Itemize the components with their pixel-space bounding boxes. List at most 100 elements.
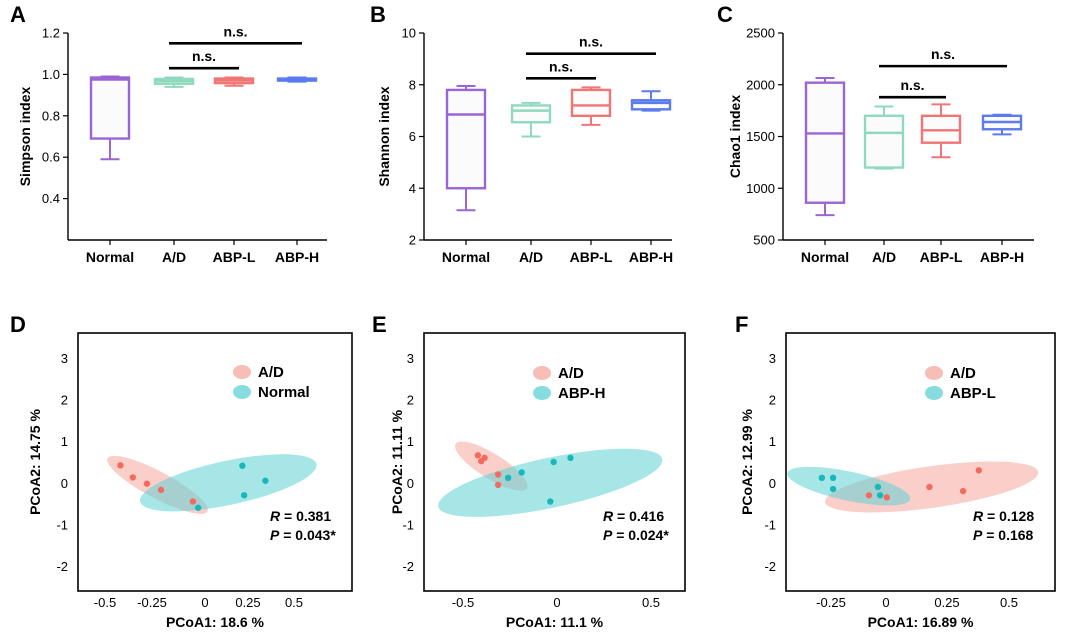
panel-letter: F — [735, 312, 748, 337]
y-tick-label: 0.6 — [42, 150, 60, 165]
y-tick-label: 3 — [769, 351, 776, 366]
data-point — [494, 481, 502, 489]
boxplot-panel-b: B 2 4 6 8 10 Shannon index Normal A/D ABP-L ABP-H n… — [370, 2, 673, 265]
data-point — [195, 504, 202, 511]
r-statistic: R = 0.128 — [973, 508, 1034, 524]
plot-area — [787, 461, 1039, 513]
y-tick-label: 10 — [402, 26, 416, 41]
y-tick-label: 0 — [61, 476, 68, 491]
pcoa-panel-f: F -2 -1 0 1 2 3 -0.25 0 0.25 0.5 PCoA1: 16.89 % PCoA… — [735, 312, 1056, 630]
x-category-label: ABP-H — [980, 249, 1024, 265]
plot-frame — [785, 332, 1056, 592]
box-iqr — [89, 76, 131, 140]
data-point — [829, 474, 837, 482]
data-point — [818, 474, 826, 482]
box-iqr — [510, 104, 552, 124]
x-tick-label: -0.5 — [94, 595, 116, 610]
plot-area — [438, 441, 663, 517]
boxplot-panel-a: A 0.4 0.6 0.8 1.0 1.2 Simpson index Normal A/D AB… — [10, 2, 327, 265]
y-tick-label: -1 — [402, 517, 414, 532]
y-axis-title: PCoA2: 11.11 % — [389, 409, 405, 514]
legend-swatch — [925, 366, 943, 380]
y-tick-label: 1 — [769, 434, 776, 449]
data-point — [876, 492, 884, 499]
x-category-label: A/D — [872, 249, 896, 265]
significance-label: n.s. — [223, 23, 247, 39]
data-point — [883, 494, 891, 501]
legend-label: A/D — [950, 365, 976, 382]
x-tick-label: -0.5 — [452, 595, 474, 610]
y-tick-label: 0 — [769, 476, 776, 491]
data-point — [567, 454, 574, 462]
box-iqr — [804, 81, 846, 204]
legend-swatch — [533, 386, 551, 400]
p-statistic: P = 0.168 — [973, 527, 1034, 543]
box-abp-l — [570, 86, 612, 126]
pcoa-panel-e: E -2 -1 0 1 2 3 -0.5 0 0.5 PCoA1: 11.1 % PCoA2: 11.… — [372, 312, 686, 630]
data-point — [143, 480, 151, 487]
box-normal — [804, 77, 846, 217]
pcoa-panel-d: D -2 -1 0 1 2 3 -0.5 -0.25 0 0.25 0.5 PCoA1: 18.6 % P… — [10, 312, 353, 630]
data-point — [959, 487, 967, 495]
y-tick-label: 1.0 — [42, 67, 60, 82]
box-a-d — [510, 101, 552, 138]
x-category-label: ABP-L — [920, 249, 963, 265]
data-point — [504, 474, 512, 482]
y-tick-label: 8 — [409, 77, 416, 92]
significance-label: n.s. — [900, 77, 924, 93]
data-point — [975, 467, 982, 474]
panel-letter: B — [370, 2, 386, 27]
y-tick-label: 2500 — [746, 26, 775, 41]
box-abp-h — [981, 113, 1023, 136]
y-tick-label: 2000 — [746, 77, 775, 92]
data-point — [262, 477, 269, 484]
legend-swatch — [925, 386, 943, 400]
y-tick-label: 6 — [409, 129, 416, 144]
legend-label: A/D — [558, 365, 584, 382]
y-tick-label: -1 — [56, 517, 68, 532]
confidence-ellipse — [438, 448, 663, 517]
y-tick-label: 1500 — [746, 129, 775, 144]
box-abp-l — [213, 76, 255, 87]
x-tick-label: 0.5 — [285, 595, 303, 610]
box-normal — [89, 75, 131, 161]
box-a-d — [863, 105, 905, 170]
x-tick-label: 0 — [882, 595, 889, 610]
significance-label: n.s. — [549, 58, 573, 74]
y-axis-title: Simpson index — [17, 87, 33, 187]
x-tick-label: 0.25 — [235, 595, 260, 610]
confidence-ellipse — [139, 454, 317, 512]
significance-label: n.s. — [579, 34, 603, 50]
data-point — [874, 483, 882, 491]
x-category-label: A/D — [162, 249, 186, 265]
legend-label: ABP-H — [558, 385, 606, 402]
data-point — [474, 452, 482, 459]
data-point — [547, 498, 554, 505]
x-category-label: ABP-L — [213, 249, 256, 265]
y-tick-label: -2 — [402, 559, 414, 574]
r-statistic: R = 0.416 — [603, 508, 664, 524]
data-point — [481, 454, 488, 462]
data-point — [117, 462, 124, 469]
panel-letter: D — [10, 312, 26, 337]
plot-frame — [423, 332, 686, 592]
y-tick-label: 2 — [61, 393, 68, 408]
x-axis-title: PCoA1: 16.89 % — [868, 614, 974, 630]
r-statistic: R = 0.381 — [270, 508, 331, 524]
y-axis-title: Chao1 index — [727, 95, 743, 178]
legend-swatch — [233, 385, 251, 399]
y-tick-label: 2 — [769, 393, 776, 408]
x-tick-label: 0.5 — [642, 595, 660, 610]
panel-letter: E — [372, 312, 387, 337]
y-tick-label: 3 — [61, 351, 68, 366]
x-tick-label: -0.25 — [816, 595, 846, 610]
box-iqr — [570, 88, 612, 118]
significance-label: n.s. — [192, 48, 216, 64]
y-tick-label: 1000 — [746, 181, 775, 196]
y-tick-label: 0 — [407, 476, 414, 491]
plot-area — [107, 454, 317, 514]
data-point — [157, 486, 165, 494]
x-category-label: Normal — [86, 249, 134, 265]
data-point — [829, 485, 837, 493]
y-tick-label: 0.8 — [42, 108, 60, 123]
